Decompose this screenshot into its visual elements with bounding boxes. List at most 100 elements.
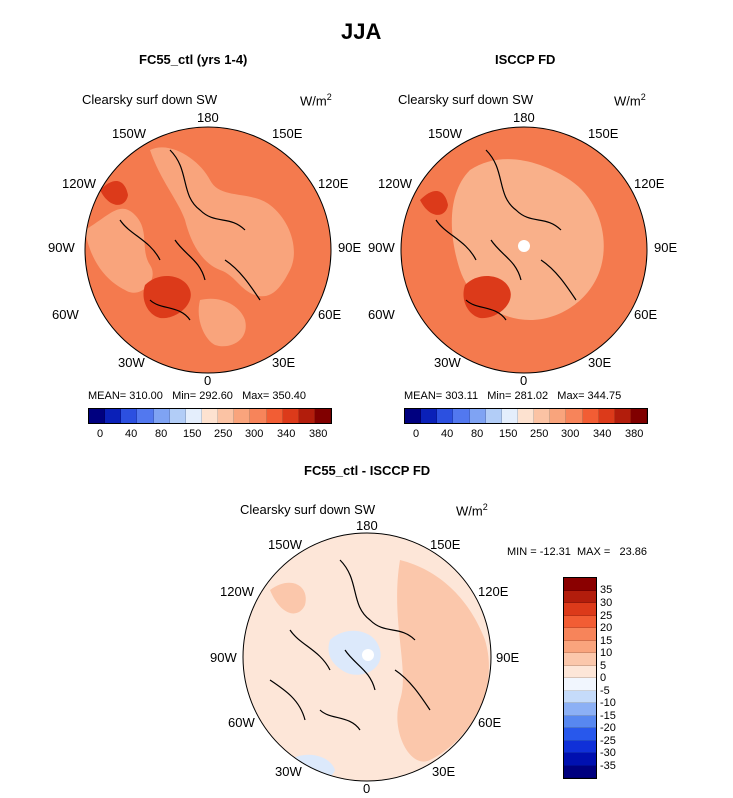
lon-label: 60E	[318, 307, 342, 322]
colorbar-diff-tick: 0	[600, 672, 607, 684]
colorbar-diff-tick: -15	[600, 710, 616, 722]
lon-label: 60W	[228, 715, 255, 730]
colorbar-diff-tick: 35	[600, 584, 613, 596]
colorbar-swatch	[564, 653, 596, 666]
colorbar-swatch	[185, 409, 202, 423]
map-right-pole-hole	[518, 240, 530, 252]
lon-label: 30E	[272, 355, 296, 370]
map-diff	[242, 532, 492, 782]
colorbar-right-tick: 250	[530, 428, 549, 440]
map-right-coastlines	[435, 149, 577, 321]
colorbar-right-tick: 40	[441, 428, 454, 440]
colorbar-swatch	[564, 578, 596, 591]
colorbar-right-tick: 340	[593, 428, 612, 440]
map-left-stats: MEAN= 310.00 Min= 292.60 Max= 350.40	[88, 390, 307, 402]
lon-label: 120E	[634, 176, 665, 191]
colorbar-swatch	[121, 409, 138, 423]
colorbar-swatch	[564, 765, 596, 778]
map-right-outline	[400, 126, 648, 374]
colorbar-swatch	[564, 715, 596, 728]
map-diff-label: Clearsky surf down SW	[240, 502, 376, 517]
colorbar-swatch	[630, 409, 648, 423]
lon-label: 90E	[496, 650, 520, 665]
lon-label: 30W	[434, 355, 461, 370]
lon-label: 60E	[478, 715, 502, 730]
colorbar-swatch	[598, 409, 615, 423]
map-right	[400, 126, 648, 374]
colorbar-swatch	[564, 590, 596, 603]
colorbar-left-tick: 340	[277, 428, 296, 440]
colorbar-swatch	[564, 690, 596, 703]
lon-label: 0	[204, 373, 212, 388]
colorbar-right-tick: 300	[561, 428, 580, 440]
map-diff-stats: MIN = -12.31 MAX = 23.86	[507, 546, 648, 558]
colorbar-swatch	[298, 409, 315, 423]
lon-label: 180	[356, 518, 378, 533]
lon-label: 90E	[654, 240, 678, 255]
colorbar-swatch	[550, 409, 567, 423]
map-left	[84, 126, 332, 374]
colorbar-swatch	[564, 740, 596, 753]
colorbar-diff-tick: 25	[600, 610, 613, 622]
map-left-coastlines	[119, 149, 261, 321]
map-left-land-americas	[85, 208, 153, 293]
colorbar-swatch	[564, 640, 596, 653]
colorbar-diff-tick: -5	[600, 685, 610, 697]
lon-label: 120W	[220, 584, 254, 599]
map-right-land-patch	[420, 190, 448, 215]
colorbar-left-tick: 300	[245, 428, 264, 440]
colorbar-swatch	[501, 409, 518, 423]
map-right-label: Clearsky surf down SW	[398, 92, 534, 107]
lon-label: 150E	[272, 126, 303, 141]
lon-label: 120W	[62, 176, 96, 191]
colorbar-right-tick: 380	[625, 428, 644, 440]
colorbar-diff-tick: -20	[600, 722, 616, 734]
colorbar-diff-tick: 15	[600, 635, 613, 647]
lon-label: 60W	[52, 307, 79, 322]
colorbar-swatch	[582, 409, 599, 423]
map-diff-outline	[242, 532, 492, 782]
colorbar-diff-tick: 5	[600, 660, 607, 672]
map-right-land-greenland	[463, 275, 511, 319]
lon-label: 150E	[588, 126, 619, 141]
colorbar-diff-tick: -30	[600, 747, 616, 759]
colorbar-swatch	[564, 678, 596, 691]
lon-label: 120E	[318, 176, 349, 191]
colorbar-swatch	[105, 409, 122, 423]
map-diff-east-warm	[397, 560, 489, 762]
colorbar-diff-tick: 20	[600, 622, 613, 634]
lon-label: 180	[513, 110, 535, 125]
lon-label: 0	[520, 373, 528, 388]
lon-label: 0	[363, 781, 371, 796]
colorbar-left-tick: 80	[155, 428, 168, 440]
colorbar-left-tick: 250	[214, 428, 233, 440]
lon-label: 90W	[48, 240, 75, 255]
colorbar-diff-tick: 30	[600, 597, 613, 609]
lon-label: 120E	[478, 584, 509, 599]
colorbar-swatch	[234, 409, 251, 423]
map-diff-west-warm	[270, 582, 306, 614]
lon-label: 150E	[430, 537, 461, 552]
lon-label: 30E	[432, 764, 456, 779]
map-diff-units: W/m2	[456, 502, 488, 519]
lon-label: 90W	[210, 650, 237, 665]
colorbar-swatch	[564, 665, 596, 678]
lon-label: 60E	[634, 307, 658, 322]
panel-title-right: ISCCP FD	[495, 52, 556, 67]
colorbar-diff-tick: -10	[600, 697, 616, 709]
panel-title-bottom: FC55_ctl - ISCCP FD	[304, 463, 431, 478]
colorbar-swatch	[137, 409, 154, 423]
colorbar-swatch	[469, 409, 486, 423]
colorbar-swatch	[564, 628, 596, 641]
colorbar-swatch	[517, 409, 535, 423]
colorbar-left	[88, 408, 332, 424]
map-left-label: Clearsky surf down SW	[82, 92, 218, 107]
lon-label: 150W	[268, 537, 302, 552]
colorbar-swatch	[564, 615, 596, 628]
colorbar-diff-tick: 10	[600, 647, 613, 659]
colorbar-swatch	[266, 409, 283, 423]
map-diff-arctic-cool	[328, 630, 381, 675]
colorbar-diff-tick: -25	[600, 735, 616, 747]
colorbar-right-tick: 80	[471, 428, 484, 440]
colorbar-swatch	[564, 728, 596, 741]
